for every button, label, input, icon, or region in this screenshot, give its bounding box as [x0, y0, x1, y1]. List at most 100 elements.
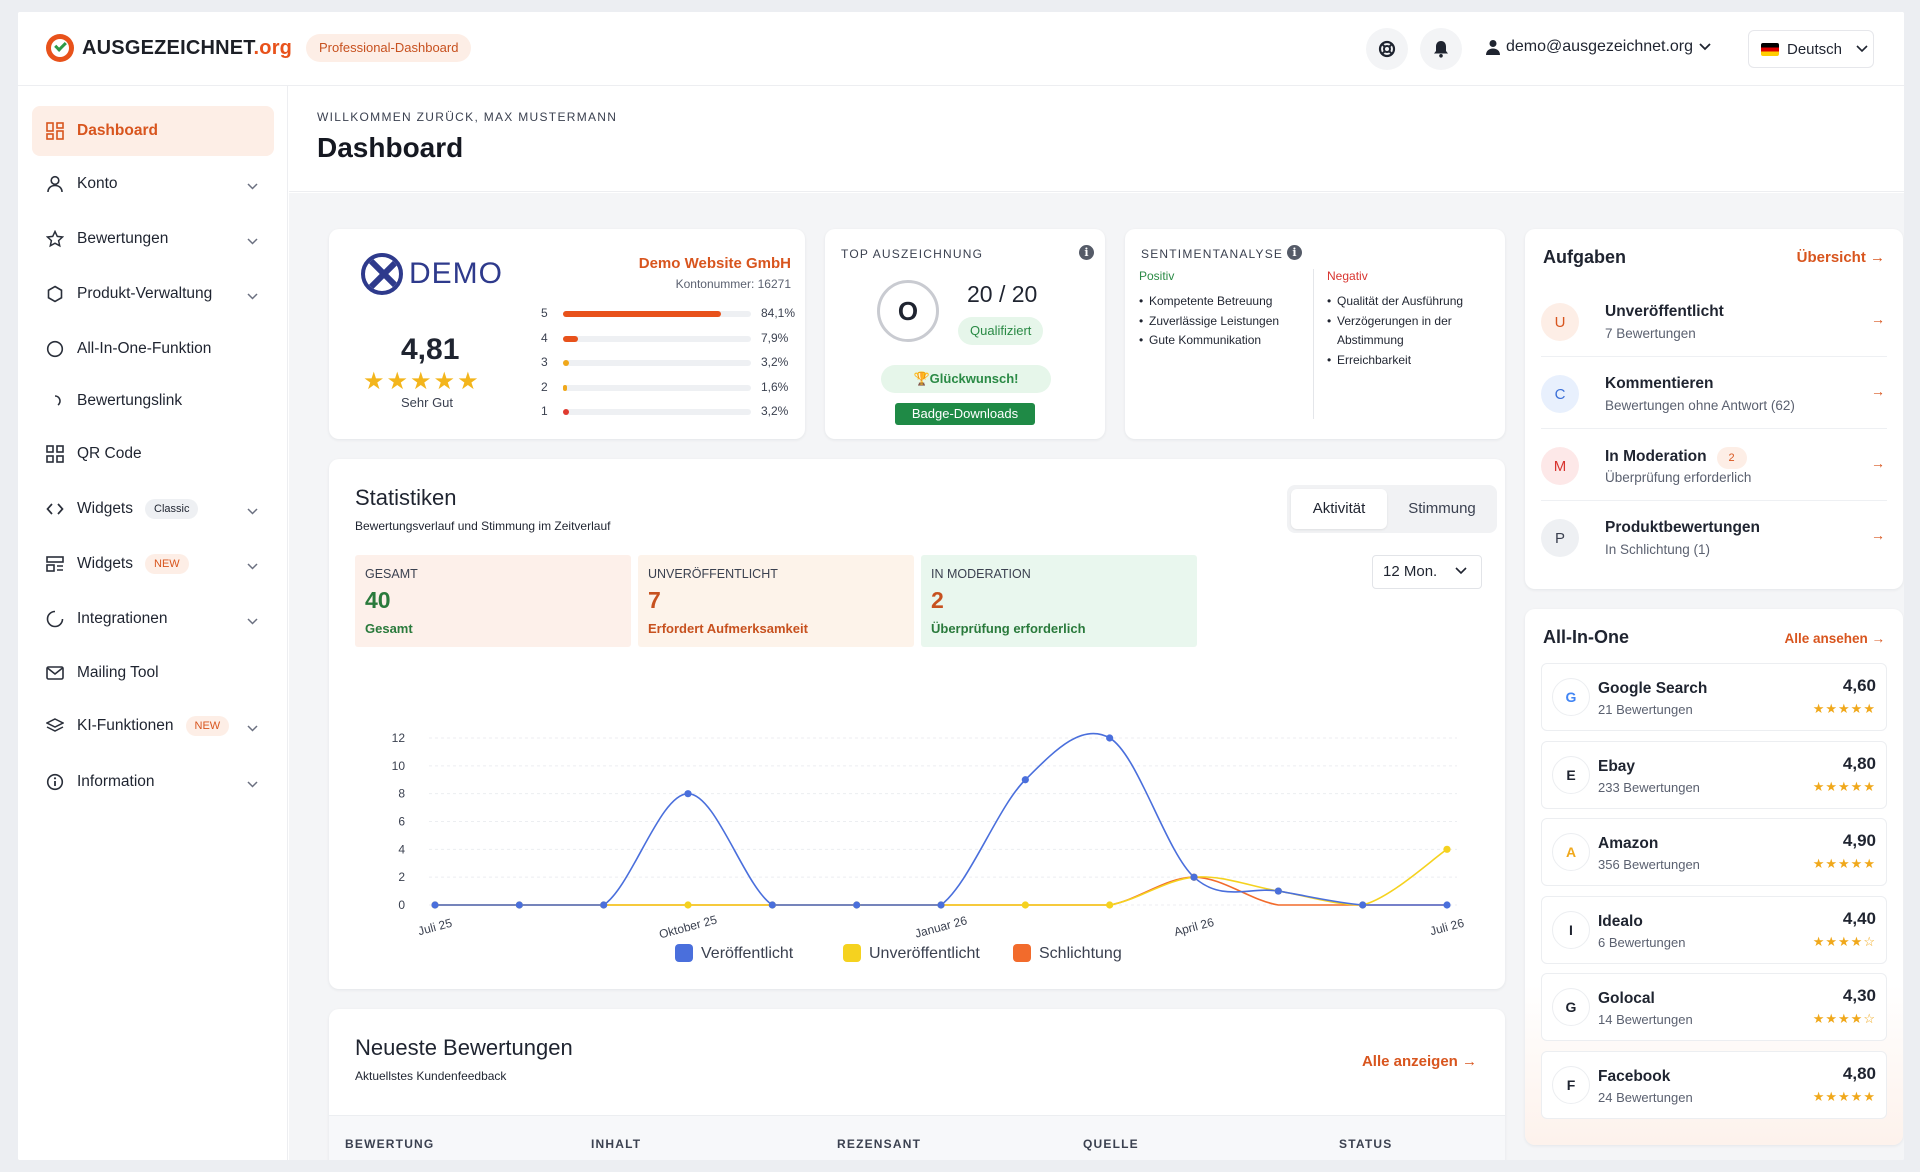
y-tick-label: 2 — [398, 870, 405, 884]
sidebar-item-widgets-new[interactable]: Widgets NEW — [32, 539, 274, 589]
period-select[interactable]: 12 Mon. — [1372, 555, 1482, 589]
sidebar-item-label: Widgets — [77, 500, 133, 517]
ebay-logo-icon: E — [1552, 755, 1590, 794]
column-header[interactable]: STATUS — [1339, 1137, 1393, 1151]
task-item[interactable]: M In Moderation 2 Überprüfung erforderlich → — [1541, 431, 1887, 501]
legend-swatch — [1013, 944, 1031, 962]
company-name[interactable]: Demo Website GmbH — [638, 255, 791, 272]
sidebar-item-qr-code[interactable]: QR Code — [32, 429, 274, 479]
task-item[interactable]: P Produktbewertungen In Schlichtung (1) → — [1541, 503, 1887, 573]
data-point[interactable] — [431, 901, 439, 909]
sidebar-item-integrationen[interactable]: Integrationen — [32, 594, 274, 644]
info-icon[interactable]: i — [1079, 245, 1094, 260]
positive-column: Positiv Kompetente BetreuungZuverlässige… — [1139, 269, 1279, 351]
platform-card[interactable]: G Golocal 14 Bewertungen 4,30 ★★★★☆ — [1541, 973, 1887, 1041]
task-item[interactable]: C Kommentieren Bewertungen ohne Antwort (6… — [1541, 359, 1887, 429]
data-point[interactable] — [1106, 901, 1114, 909]
sidebar-item-label: Integrationen — [77, 610, 168, 627]
platform-card[interactable]: F Facebook 24 Bewertungen 4,80 ★★★★★ — [1541, 1050, 1887, 1119]
platform-review-count: 6 Bewertungen — [1598, 934, 1686, 950]
column-header[interactable]: QUELLE — [1083, 1137, 1139, 1151]
data-point[interactable] — [1190, 873, 1198, 881]
stats-tab-switch: Aktivität Stimmung — [1287, 485, 1497, 533]
data-point[interactable] — [853, 901, 861, 909]
distribution-bar — [563, 384, 751, 391]
data-point[interactable] — [1106, 734, 1114, 742]
user-icon — [1486, 40, 1500, 55]
x-tick-label: Juli 25 — [416, 916, 453, 939]
distribution-bar — [563, 360, 751, 366]
spinner-icon — [46, 392, 64, 410]
notifications-button[interactable] — [1420, 28, 1462, 70]
column-header[interactable]: REZENSANT — [837, 1137, 922, 1151]
data-point[interactable] — [1443, 901, 1451, 909]
sidebar-item-bewertungslink[interactable]: Bewertungslink — [32, 376, 274, 426]
data-point[interactable] — [1274, 887, 1282, 895]
chevron-down-icon — [1699, 43, 1711, 51]
golocal-logo-icon: G — [1552, 988, 1590, 1026]
info-icon — [46, 773, 64, 791]
sidebar-item-konto[interactable]: Konto — [32, 159, 274, 209]
distribution-bar — [563, 335, 751, 342]
sidebar-item-mailing-tool[interactable]: Mailing Tool — [32, 648, 274, 698]
sidebar: Dashboard Konto Bewertungen Produkt-Verwalt… — [18, 86, 288, 1160]
score-label: Sehr Gut — [401, 395, 454, 410]
data-point[interactable] — [937, 901, 945, 909]
info-icon[interactable]: i — [1287, 245, 1302, 260]
award-score: 20 / 20 — [967, 281, 1038, 307]
loader-icon — [46, 610, 64, 628]
legend-label[interactable]: Unveröffentlicht — [869, 945, 980, 962]
negative-item: Verzögerungen in der Abstimmung — [1327, 312, 1487, 351]
x-tick-label: Juli 26 — [1428, 916, 1465, 939]
data-point[interactable] — [515, 901, 523, 909]
column-header[interactable]: BEWERTUNG — [345, 1137, 435, 1151]
company-logo-text: DEMO — [409, 257, 503, 290]
sidebar-item-dashboard[interactable]: Dashboard — [32, 106, 274, 156]
sidebar-item-label: Produkt-Verwaltung — [77, 285, 213, 302]
platform-card[interactable]: A Amazon 356 Bewertungen 4,90 ★★★★★ — [1541, 818, 1887, 886]
tasks-overview-link[interactable]: Übersicht → — [1796, 249, 1885, 266]
layers-icon — [46, 717, 64, 735]
recent-see-all-link[interactable]: Alle anzeigen → — [1361, 1053, 1477, 1070]
task-title-wrap: Produktbewertungen — [1605, 519, 1760, 537]
task-item[interactable]: U Unveröffentlicht 7 Bewertungen → — [1541, 287, 1887, 357]
data-point[interactable] — [1021, 901, 1029, 909]
user-menu[interactable]: demo@ausgezeichnet.org — [1486, 38, 1711, 56]
brand-logo[interactable]: AUSGEZEICHNET.org — [46, 34, 292, 62]
tab-aktivitaet[interactable]: Aktivität — [1291, 489, 1387, 529]
bell-icon — [1434, 41, 1448, 58]
kpi-caption: IN MODERATION — [931, 567, 1031, 581]
sidebar-item-ki-funktionen-new[interactable]: KI-Funktionen NEW — [32, 701, 274, 751]
column-header[interactable]: INHALT — [591, 1137, 642, 1151]
data-point[interactable] — [1021, 776, 1029, 784]
sidebar-item-all-in-one-funktion[interactable]: All-In-One-Funktion — [32, 324, 274, 374]
badge-download-button[interactable]: Badge-Downloads — [895, 403, 1035, 425]
sidebar-item-information[interactable]: Information — [32, 757, 274, 807]
legend-label[interactable]: Schlichtung — [1039, 945, 1122, 962]
help-button[interactable] — [1366, 28, 1408, 70]
platform-card[interactable]: I Idealo 6 Bewertungen 4,40 ★★★★☆ — [1541, 895, 1887, 964]
trophy-icon: 🏆 — [913, 371, 930, 386]
sidebar-item-produkt-verwaltung[interactable]: Produkt-Verwaltung — [32, 269, 274, 319]
data-point[interactable] — [684, 901, 692, 909]
platform-card[interactable]: G Google Search 21 Bewertungen 4,60 ★★★★★ — [1541, 663, 1887, 731]
data-point[interactable] — [684, 790, 692, 798]
language-select[interactable]: Deutsch — [1748, 30, 1874, 68]
data-point[interactable] — [1359, 901, 1367, 909]
sidebar-item-widgets-classic[interactable]: Widgets Classic — [32, 484, 274, 534]
negative-item: Qualität der Ausführung — [1327, 292, 1487, 312]
data-point[interactable] — [1443, 845, 1451, 853]
arrow-right-icon: → — [1871, 527, 1885, 543]
platform-card[interactable]: E Ebay 233 Bewertungen 4,80 ★★★★★ — [1541, 740, 1887, 809]
tab-stimmung[interactable]: Stimmung — [1408, 500, 1476, 517]
legend-label[interactable]: Veröffentlicht — [701, 945, 794, 962]
google-search-logo-icon: G — [1552, 678, 1590, 716]
data-point[interactable] — [768, 901, 776, 909]
tasks-card: Aufgaben Übersicht → U Unveröffentlicht 7 … — [1525, 229, 1903, 589]
sidebar-item-bewertungen[interactable]: Bewertungen — [32, 214, 274, 264]
data-point[interactable] — [600, 901, 608, 909]
star-icon — [46, 230, 64, 248]
y-tick-label: 0 — [398, 898, 405, 912]
allinone-see-all-link[interactable]: Alle ansehen → — [1784, 631, 1885, 646]
page-title: Dashboard — [317, 132, 464, 163]
